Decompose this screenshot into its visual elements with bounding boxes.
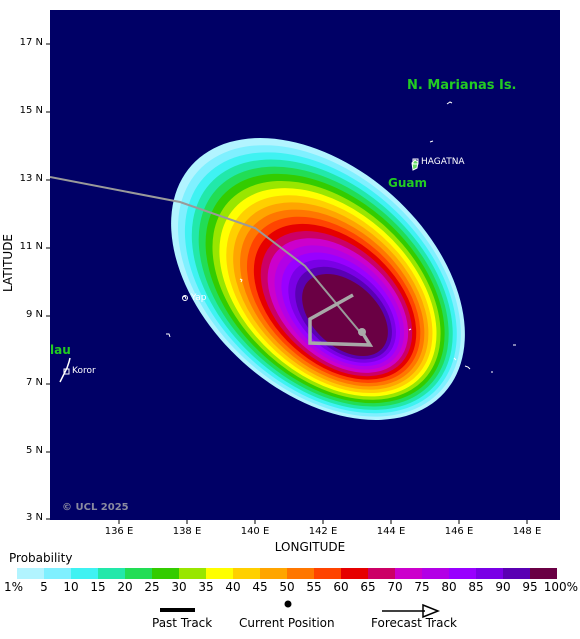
legend-swatch-0 (17, 568, 44, 579)
legend-label-0: 1% (4, 580, 24, 594)
legend-label-11: 55 (306, 580, 322, 594)
lat-tick-15: 15 N (19, 105, 43, 116)
legend-swatch-6 (179, 568, 206, 579)
lat-tick-17: 17 N (19, 37, 43, 48)
label-hagatna: HAGATNA (421, 157, 465, 167)
forecast-track-line (308, 293, 374, 347)
x-axis-title: LONGITUDE (274, 540, 346, 554)
legend-label-12: 60 (333, 580, 349, 594)
past-track-line (50, 176, 361, 333)
legend-label-19: 95 (522, 580, 538, 594)
y-axis-title: LATITUDE (1, 233, 15, 293)
label-yap: Yap (191, 293, 207, 303)
hagatna-marker (412, 158, 419, 165)
legend-swatch-15 (422, 568, 449, 579)
island-misc-3 (453, 357, 457, 361)
legend-label-14: 70 (387, 580, 403, 594)
lon-tick-144: 144 E (376, 526, 406, 537)
legend-label-2: 10 (63, 580, 79, 594)
legend-label-10: 50 (279, 580, 295, 594)
legend-label-1: 5 (40, 580, 48, 594)
lat-tick-9: 9 N (25, 309, 43, 320)
legend-swatch-1 (44, 568, 71, 579)
lon-tick-136: 136 E (104, 526, 134, 537)
legend-swatch-5 (152, 568, 179, 579)
legend-swatch-18 (503, 568, 530, 579)
island-marianas-2 (429, 140, 434, 143)
lon-tick-140: 140 E (240, 526, 270, 537)
island-marianas-1 (446, 101, 453, 105)
probability-swath (171, 138, 465, 420)
legend-color-bar (17, 568, 557, 579)
island-misc-1 (166, 333, 171, 338)
forecast-track-key-arrow (382, 603, 441, 619)
forecast-track-label: Forecast Track (371, 616, 457, 630)
legend-swatch-8 (233, 568, 260, 579)
lon-tick-138: 138 E (172, 526, 202, 537)
lon-tick-146: 146 E (444, 526, 474, 537)
label-guam: Guam (388, 176, 427, 190)
label-palau: lau (50, 343, 71, 357)
legend-label-18: 90 (495, 580, 511, 594)
legend-label-5: 25 (144, 580, 160, 594)
lat-tick-marks (46, 43, 50, 520)
legend-swatch-14 (395, 568, 422, 579)
legend-swatch-4 (125, 568, 152, 579)
legend-label-13: 65 (360, 580, 376, 594)
lon-tick-marks (118, 520, 528, 524)
label-koror: Koror (72, 366, 96, 376)
past-track-label: Past Track (152, 616, 213, 630)
legend-label-17: 85 (468, 580, 484, 594)
island-ulithi (239, 278, 243, 283)
label-marianas: N. Marianas Is. (407, 78, 517, 93)
current-position-marker (358, 328, 366, 336)
legend-swatch-2 (71, 568, 98, 579)
legend-swatch-9 (260, 568, 287, 579)
current-position-label: Current Position (239, 616, 335, 630)
legend-label-16: 80 (441, 580, 457, 594)
legend-swatch-19 (530, 568, 557, 579)
island-palau (59, 357, 71, 383)
legend-label-20: 100% (543, 580, 578, 594)
legend-label-6: 30 (171, 580, 187, 594)
island-misc-6 (408, 328, 412, 331)
lat-tick-11: 11 N (19, 241, 43, 252)
legend-swatch-12 (341, 568, 368, 579)
lon-tick-142: 142 E (308, 526, 338, 537)
legend-swatch-13 (368, 568, 395, 579)
legend-swatch-7 (206, 568, 233, 579)
legend-label-8: 40 (225, 580, 241, 594)
lon-tick-148: 148 E (512, 526, 542, 537)
island-misc-2 (464, 365, 471, 370)
lat-tick-13: 13 N (19, 173, 43, 184)
legend-label-15: 75 (414, 580, 430, 594)
koror-marker (63, 368, 70, 375)
yap-marker (182, 295, 188, 301)
legend-swatch-16 (449, 568, 476, 579)
legend-label-7: 35 (198, 580, 214, 594)
lat-tick-3: 3 N (25, 512, 43, 523)
legend-swatch-10 (287, 568, 314, 579)
lat-tick-5: 5 N (25, 445, 43, 456)
lat-tick-7: 7 N (25, 377, 43, 388)
legend-swatch-11 (314, 568, 341, 579)
legend-label-9: 45 (252, 580, 268, 594)
legend-swatch-17 (476, 568, 503, 579)
legend-swatch-3 (98, 568, 125, 579)
current-position-key-dot (284, 600, 292, 608)
legend-label-4: 20 (117, 580, 133, 594)
copyright-label: © UCL 2025 (62, 502, 129, 513)
legend-title: Probability (9, 551, 73, 565)
legend-label-3: 15 (90, 580, 106, 594)
